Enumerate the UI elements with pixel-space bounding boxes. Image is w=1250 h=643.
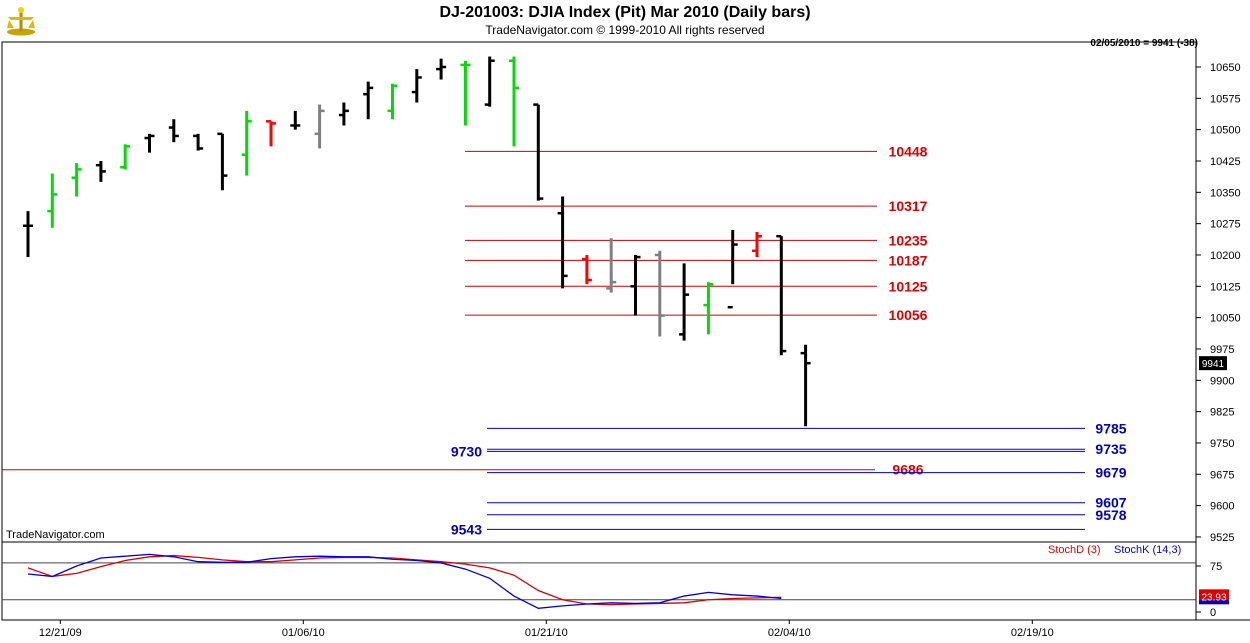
support-label: 9679 [1095, 465, 1126, 481]
support-label: 9730 [451, 443, 482, 459]
date-axis-label: 01/21/10 [525, 627, 568, 639]
stoch-last-marker-k [1199, 600, 1229, 605]
price-axis-label: 10050 [1210, 313, 1241, 325]
price-axis-label: 10575 [1210, 93, 1241, 105]
last-price-label: 9941 [1202, 359, 1225, 370]
support-label: 9785 [1095, 420, 1126, 436]
price-axis-label: 10500 [1210, 125, 1241, 137]
resistance-label: 10125 [889, 278, 928, 294]
support-label: 9607 [1095, 495, 1126, 511]
legend-stochd: StochD (3) [1048, 544, 1101, 556]
price-axis-label: 9600 [1210, 501, 1234, 513]
resistance-label: 10056 [889, 307, 928, 323]
price-axis-label: 10200 [1210, 250, 1241, 262]
price-axis-label: 9525 [1210, 532, 1234, 544]
price-axis-label: 10350 [1210, 187, 1241, 199]
price-axis-label: 9750 [1210, 438, 1234, 450]
watermark: TradeNavigator.com [6, 529, 105, 541]
stoch-axis-label: 75 [1210, 561, 1222, 573]
support-label: 9543 [451, 521, 482, 537]
resistance-label: 10317 [889, 198, 928, 214]
resistance-label: 10235 [889, 232, 928, 248]
resistance-label: 10448 [889, 143, 928, 159]
date-axis-label: 02/19/10 [1011, 627, 1054, 639]
chart-subtitle: TradeNavigator.com © 1999-2010 All right… [485, 23, 765, 37]
price-axis-label: 9900 [1210, 375, 1234, 387]
date-axis-label: 02/04/10 [768, 627, 811, 639]
price-axis-label: 10275 [1210, 219, 1241, 231]
plot-frame [1, 41, 1197, 621]
legend-stochk: StochK (14,3) [1114, 544, 1182, 556]
price-axis-label: 9825 [1210, 407, 1234, 419]
last-price-marker [1199, 356, 1227, 371]
stoch-last-marker [1199, 589, 1229, 604]
last-price-status: 02/05/2010 = 9941 (-38) [1090, 38, 1198, 49]
date-axis-label: 12/21/09 [39, 627, 82, 639]
stoch-last-label: 23.93 [1201, 592, 1226, 603]
resistance-label: 10187 [889, 252, 928, 268]
trade-navigator-logo-icon [5, 6, 37, 36]
stoch-axis-label: 0 [1210, 607, 1216, 619]
price-axis-label: 10425 [1210, 156, 1241, 168]
support-label: 9578 [1095, 507, 1126, 523]
price-axis-label: 10125 [1210, 281, 1241, 293]
price-axis-label: 9675 [1210, 469, 1234, 481]
date-axis-label: 01/06/10 [282, 627, 325, 639]
price-axis-label: 10650 [1210, 62, 1241, 74]
price-axis-label: 9975 [1210, 344, 1234, 356]
chart-title: DJ-201003: DJIA Index (Pit) Mar 2010 (Da… [439, 4, 811, 21]
resistance-label: 9686 [892, 462, 923, 478]
stoch-series-line [27, 553, 782, 609]
support-label: 9735 [1095, 441, 1126, 457]
